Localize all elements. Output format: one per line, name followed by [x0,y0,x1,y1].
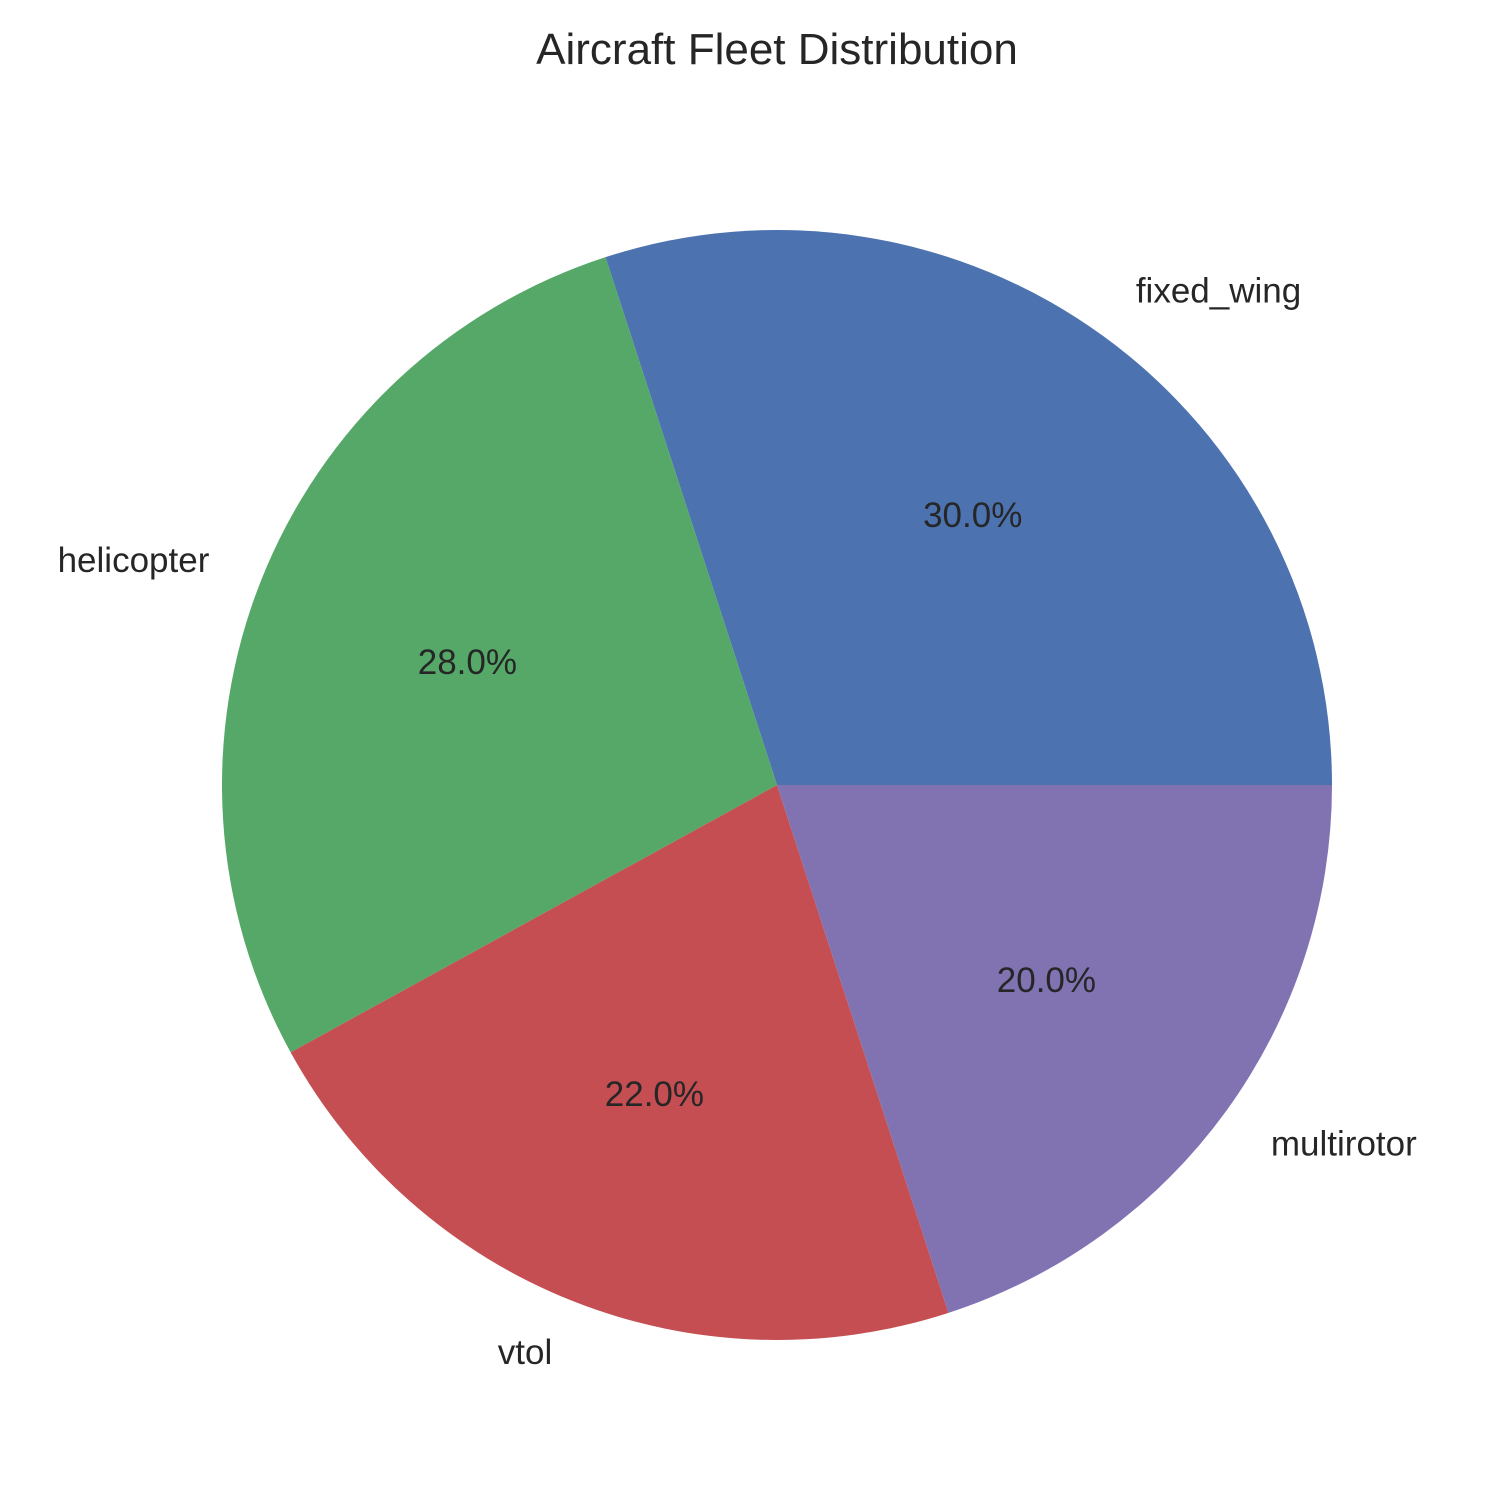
percent-label-multirotor: 20.0% [997,961,1096,1000]
pie-slice-fixed-wing [605,229,1332,785]
pie-slices [222,229,1332,1341]
pie-slice-vtol [290,785,949,1341]
percent-label-helicopter: 28.0% [418,643,517,682]
chart-title: Aircraft Fleet Distribution [536,25,1018,74]
category-label-vtol: vtol [498,1333,552,1372]
category-label-helicopter: helicopter [58,541,210,580]
pie-labels: fixed_wing 30.0% helicopter 28.0% vtol 22.0% m… [58,272,1418,1373]
pie-slice-helicopter [222,257,778,1053]
percent-label-vtol: 22.0% [605,1075,704,1114]
category-label-multirotor: multirotor [1271,1124,1417,1163]
pie-slice-multirotor [777,785,1332,1313]
percent-label-fixed-wing: 30.0% [923,496,1022,535]
category-label-fixed-wing: fixed_wing [1136,272,1301,311]
